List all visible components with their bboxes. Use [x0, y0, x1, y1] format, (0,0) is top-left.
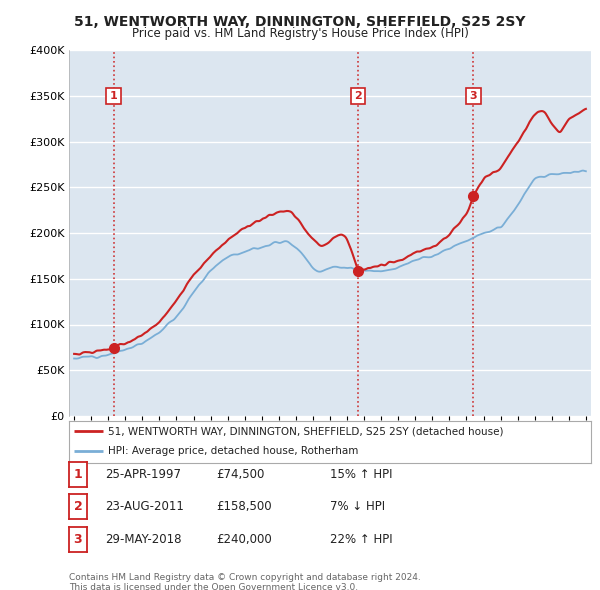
- Text: 1: 1: [74, 468, 82, 481]
- Text: 7% ↓ HPI: 7% ↓ HPI: [330, 500, 385, 513]
- Text: 3: 3: [470, 91, 477, 101]
- Text: Price paid vs. HM Land Registry's House Price Index (HPI): Price paid vs. HM Land Registry's House …: [131, 27, 469, 40]
- Text: HPI: Average price, detached house, Rotherham: HPI: Average price, detached house, Roth…: [108, 446, 359, 456]
- Text: This data is licensed under the Open Government Licence v3.0.: This data is licensed under the Open Gov…: [69, 583, 358, 590]
- Text: 25-APR-1997: 25-APR-1997: [105, 468, 181, 481]
- Text: 22% ↑ HPI: 22% ↑ HPI: [330, 533, 392, 546]
- Text: £74,500: £74,500: [216, 468, 265, 481]
- Text: 51, WENTWORTH WAY, DINNINGTON, SHEFFIELD, S25 2SY: 51, WENTWORTH WAY, DINNINGTON, SHEFFIELD…: [74, 15, 526, 29]
- Text: 1: 1: [110, 91, 118, 101]
- Text: 23-AUG-2011: 23-AUG-2011: [105, 500, 184, 513]
- Text: £240,000: £240,000: [216, 533, 272, 546]
- Text: 15% ↑ HPI: 15% ↑ HPI: [330, 468, 392, 481]
- Text: 29-MAY-2018: 29-MAY-2018: [105, 533, 182, 546]
- Text: 51, WENTWORTH WAY, DINNINGTON, SHEFFIELD, S25 2SY (detached house): 51, WENTWORTH WAY, DINNINGTON, SHEFFIELD…: [108, 427, 503, 436]
- Text: 2: 2: [354, 91, 362, 101]
- Text: 3: 3: [74, 533, 82, 546]
- Text: £158,500: £158,500: [216, 500, 272, 513]
- Text: 2: 2: [74, 500, 82, 513]
- Text: Contains HM Land Registry data © Crown copyright and database right 2024.: Contains HM Land Registry data © Crown c…: [69, 573, 421, 582]
